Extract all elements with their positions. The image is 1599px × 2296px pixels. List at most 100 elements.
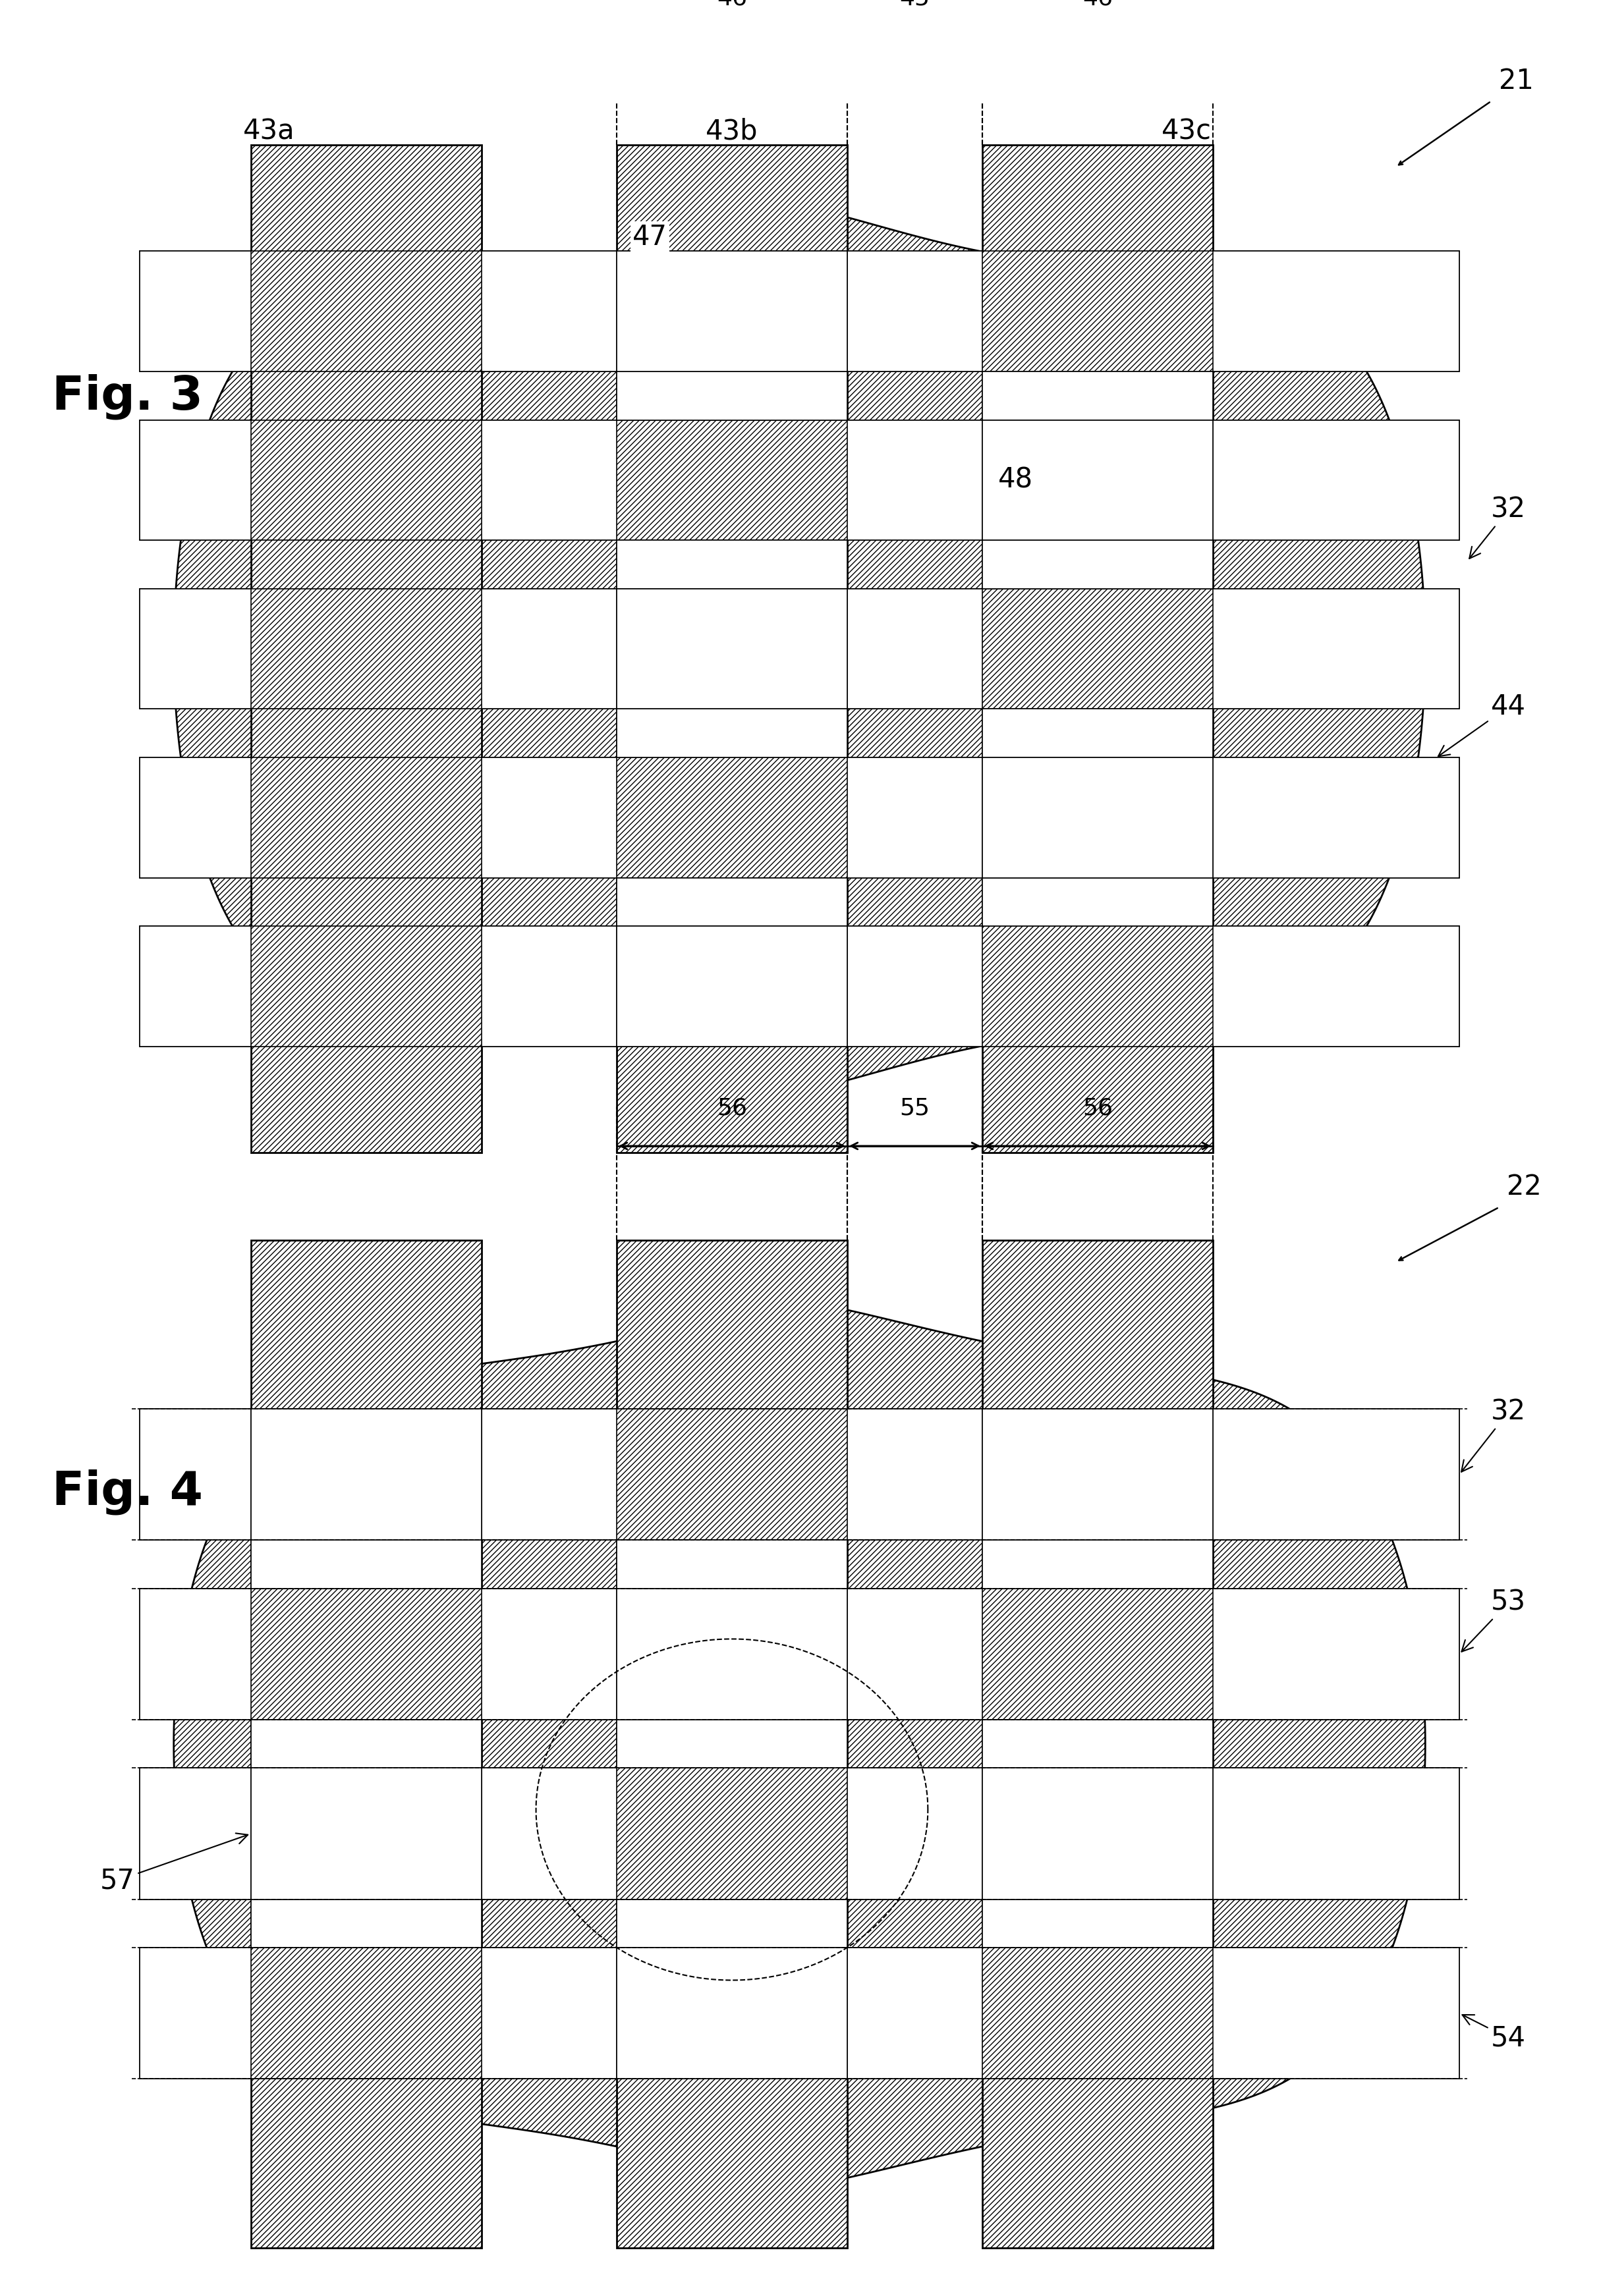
Bar (139, 1768, 251, 1899)
Bar (481, 588, 617, 709)
Text: 44: 44 (1438, 693, 1525, 755)
Text: 56: 56 (716, 1097, 747, 1120)
Bar (481, 758, 617, 877)
Text: 43c: 43c (1161, 117, 1212, 145)
Bar (139, 1410, 1460, 1541)
Bar (251, 1410, 481, 1541)
Bar (481, 1589, 617, 1720)
Bar (847, 250, 982, 372)
Bar (617, 1899, 847, 1947)
Bar (982, 420, 1214, 540)
Bar (481, 1768, 617, 1899)
Bar (847, 1410, 982, 1541)
Bar (139, 420, 1460, 540)
Bar (481, 925, 617, 1047)
Bar (481, 1947, 617, 2078)
Bar (617, 1720, 847, 1768)
Bar (251, 1541, 481, 1589)
Bar (982, 540, 1214, 588)
Bar (847, 925, 982, 1047)
Bar (982, 1899, 1214, 1947)
Bar (847, 420, 982, 540)
Bar (982, 1240, 1214, 2248)
Bar (481, 250, 617, 372)
Bar (617, 1589, 847, 1720)
Bar (139, 1768, 1460, 1899)
Bar (139, 588, 1460, 709)
Bar (139, 758, 251, 877)
Bar (139, 420, 251, 540)
Bar (617, 709, 847, 758)
Bar (1214, 1410, 1460, 1541)
Bar (139, 250, 251, 372)
Bar (1214, 588, 1460, 709)
Polygon shape (174, 204, 1425, 1093)
Bar (139, 1410, 1460, 1541)
Bar (1214, 1947, 1460, 2078)
Bar (1214, 1768, 1460, 1899)
Text: 56: 56 (1083, 1097, 1113, 1120)
Bar (1214, 925, 1460, 1047)
Text: Fig. 3: Fig. 3 (53, 374, 203, 420)
Bar (139, 250, 1460, 372)
Bar (617, 145, 847, 1153)
Bar (617, 540, 847, 588)
Bar (139, 758, 1460, 877)
Bar (139, 588, 251, 709)
Bar (139, 925, 1460, 1047)
Bar (481, 420, 617, 540)
Bar (139, 250, 1460, 372)
Bar (1214, 1589, 1460, 1720)
Bar (139, 1589, 1460, 1720)
Bar (617, 1541, 847, 1589)
Bar (1214, 758, 1460, 877)
Bar (982, 145, 1214, 1153)
Bar (139, 1589, 251, 1720)
Bar (982, 877, 1214, 925)
Bar (139, 1947, 1460, 2078)
Bar (139, 420, 1460, 540)
Bar (617, 588, 847, 709)
Text: 46: 46 (1083, 0, 1113, 9)
Bar (139, 1589, 1460, 1720)
Text: 45: 45 (900, 0, 931, 9)
Bar (982, 1768, 1214, 1899)
Bar (617, 1240, 847, 2248)
Bar (139, 1947, 251, 2078)
Bar (251, 1899, 481, 1947)
Bar (982, 758, 1214, 877)
Bar (982, 1410, 1214, 1541)
Bar (847, 1589, 982, 1720)
Bar (481, 1410, 617, 1541)
Bar (847, 1768, 982, 1899)
Bar (1214, 420, 1460, 540)
Bar (847, 758, 982, 877)
Bar (617, 250, 847, 372)
Text: 21: 21 (1498, 67, 1533, 94)
Bar (251, 1768, 481, 1899)
Text: 53: 53 (1461, 1589, 1525, 1651)
Bar (139, 1410, 251, 1541)
Bar (982, 1720, 1214, 1768)
Bar (617, 1240, 847, 2248)
Bar (847, 1947, 982, 2078)
Bar (617, 145, 847, 1153)
Text: 48: 48 (998, 466, 1033, 494)
Text: 55: 55 (900, 1097, 931, 1120)
Text: 32: 32 (1469, 496, 1525, 558)
Bar (982, 1541, 1214, 1589)
Bar (847, 588, 982, 709)
Bar (139, 758, 1460, 877)
Bar (982, 1240, 1214, 2248)
Text: 46: 46 (716, 0, 747, 9)
Bar (1214, 250, 1460, 372)
Bar (617, 925, 847, 1047)
Text: 32: 32 (1461, 1398, 1525, 1472)
Bar (139, 588, 1460, 709)
Text: Fig. 4: Fig. 4 (53, 1469, 203, 1515)
Bar (139, 925, 1460, 1047)
Text: 57: 57 (101, 1832, 248, 1894)
Text: 54: 54 (1463, 2016, 1525, 2053)
Bar (139, 1768, 1460, 1899)
Bar (251, 145, 481, 1153)
